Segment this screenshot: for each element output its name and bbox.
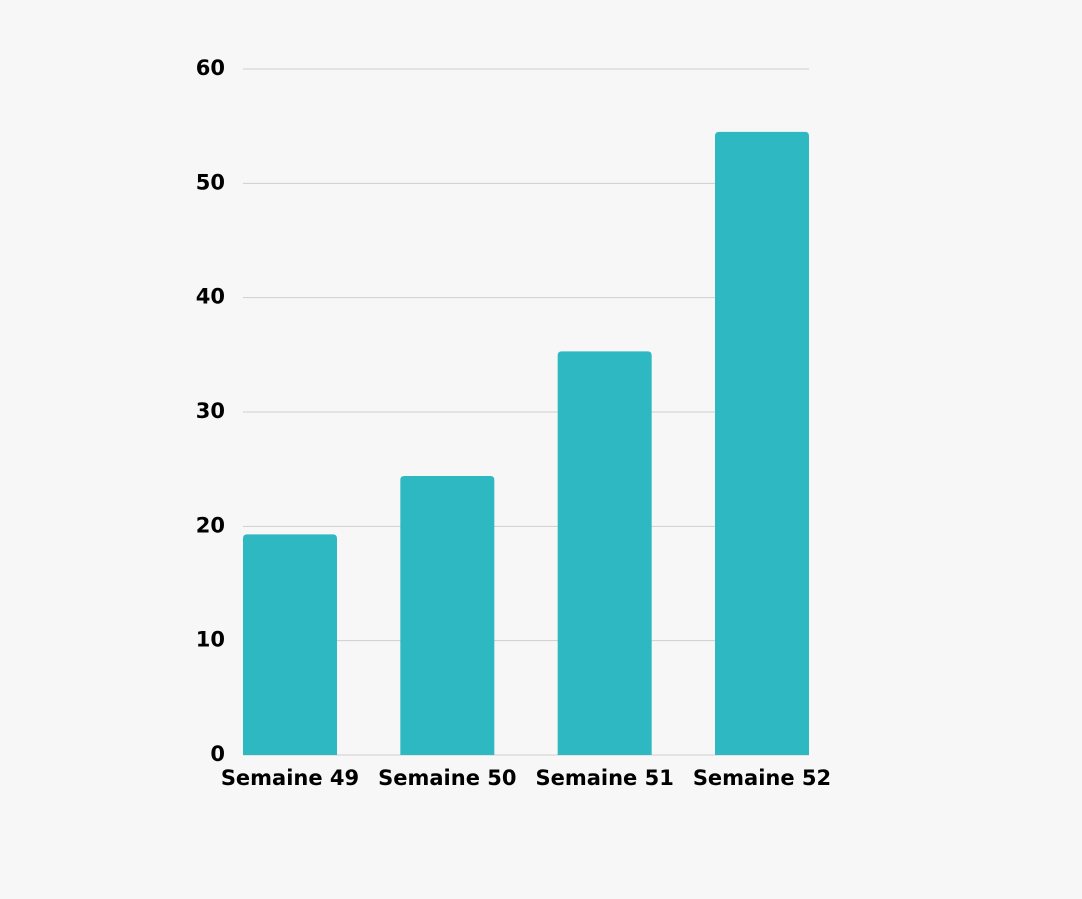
y-tick-label: 40 <box>196 285 225 309</box>
y-tick-label: 0 <box>210 742 225 766</box>
y-tick-label: 20 <box>196 513 225 537</box>
x-tick-label: Semaine 49 <box>221 766 359 790</box>
bar <box>715 131 809 756</box>
y-tick-label: 50 <box>196 170 225 194</box>
x-tick-label: Semaine 50 <box>378 766 516 790</box>
y-tick-label: 60 <box>196 56 225 80</box>
y-tick-label: 10 <box>196 628 225 652</box>
y-tick-label: 30 <box>196 399 225 423</box>
bar <box>243 534 337 755</box>
bar <box>557 351 652 755</box>
x-tick-label: Semaine 51 <box>535 766 673 790</box>
x-tick-label: Semaine 52 <box>693 766 831 790</box>
bar <box>400 476 495 755</box>
